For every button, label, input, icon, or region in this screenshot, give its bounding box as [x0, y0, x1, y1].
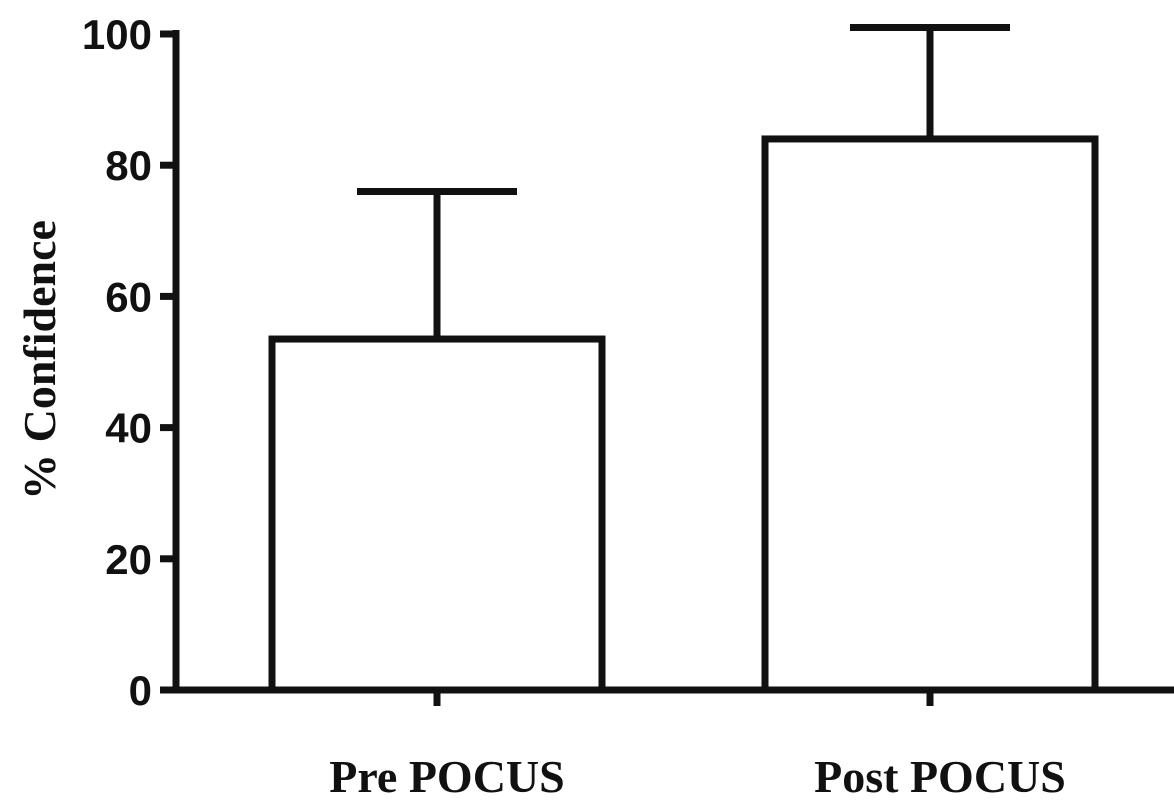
- x-tick-label-pre-pocus: Pre POCUS: [329, 751, 565, 802]
- bar-post-pocus: [761, 135, 1099, 694]
- y-tick-label-80: 80: [105, 142, 152, 189]
- y-tick-label-0: 0: [129, 667, 152, 714]
- x-tick-label-post-pocus: Post POCUS: [814, 751, 1066, 802]
- bar-pre-pocus: [268, 335, 606, 694]
- y-tick-label-60: 60: [105, 273, 152, 320]
- bar-layer: [268, 23, 1099, 694]
- y-axis-title: % Confidence: [14, 220, 65, 500]
- y-tick-label-40: 40: [105, 405, 152, 452]
- y-tick-label-20: 20: [105, 536, 152, 583]
- y-tick-label-100: 100: [82, 11, 152, 58]
